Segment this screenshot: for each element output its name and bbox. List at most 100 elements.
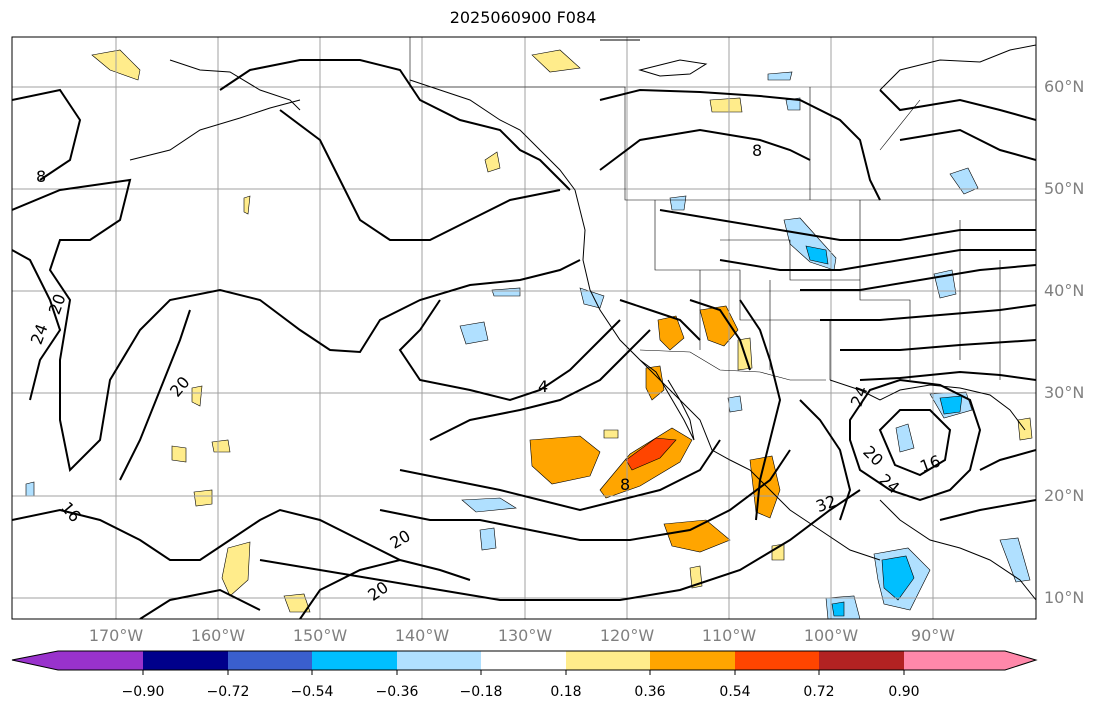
anomaly-patch xyxy=(211,439,231,453)
contour-label: 8 xyxy=(36,167,46,186)
anomaly-patch xyxy=(479,527,497,551)
colorbar-tick-label: 0.72 xyxy=(803,684,835,700)
hudson-bay-coast xyxy=(879,44,1036,91)
longitude-label-160w: 160°W xyxy=(190,626,246,645)
anomaly-patch xyxy=(171,445,187,463)
colorbar-segment xyxy=(566,651,650,670)
contour-line xyxy=(840,339,1036,351)
anomaly-patch xyxy=(895,423,915,453)
contour-line xyxy=(619,299,701,341)
colorbar-extend-high xyxy=(1005,651,1036,670)
contour-line xyxy=(12,88,82,181)
us-mexico-border xyxy=(639,349,826,381)
canada-us-border xyxy=(409,37,1036,201)
colorbar xyxy=(12,651,1036,675)
anomaly-patch xyxy=(831,601,845,617)
map-title: 2025060900 F084 xyxy=(449,8,597,27)
colorbar-segment xyxy=(904,651,1005,670)
colorbar-segment xyxy=(397,651,481,670)
contour-label: 4 xyxy=(538,377,548,396)
anomaly-patch xyxy=(484,151,501,173)
contour-line xyxy=(219,59,571,191)
contour-line xyxy=(820,304,1036,321)
longitude-label-90w: 90°W xyxy=(910,626,956,645)
anomaly-patch xyxy=(25,481,35,497)
colorbar-segment xyxy=(228,651,312,670)
colorbar-tick-label: 0.18 xyxy=(550,684,582,700)
contour-lines xyxy=(12,59,1036,619)
contour-line xyxy=(859,370,1036,381)
colorbar-segment xyxy=(312,651,397,670)
contour-line xyxy=(689,299,751,371)
anomaly-patch xyxy=(805,245,829,265)
colorbar-tick-label: 0.36 xyxy=(634,684,666,700)
contour-line xyxy=(879,89,1036,121)
central-america-coast xyxy=(879,499,1036,601)
colorbar-extend-low xyxy=(12,651,58,670)
contour-line xyxy=(849,378,982,502)
latitude-label-30n: 30°N xyxy=(1044,383,1085,402)
contour-line xyxy=(119,309,191,481)
colorbar-tick-label: 0.90 xyxy=(888,684,920,700)
anomaly-patch xyxy=(625,437,677,471)
latitude-label-10n: 10°N xyxy=(1044,588,1085,607)
anomaly-patch xyxy=(221,541,251,597)
colorbar-tick-label: 0.54 xyxy=(719,684,751,700)
anomaly-patch xyxy=(191,385,203,407)
colorbar-tick-label: −0.90 xyxy=(121,684,165,700)
anomaly-patch xyxy=(999,537,1031,583)
colorbar-tick-label: −0.36 xyxy=(375,684,419,700)
contour-line xyxy=(939,499,1036,521)
anomaly-patch xyxy=(243,195,251,215)
colorbar-segment xyxy=(819,651,904,670)
colorbar-segment xyxy=(481,651,566,670)
map-frame xyxy=(11,36,1037,620)
alaska-coast xyxy=(129,59,301,161)
anomaly-patch xyxy=(461,497,517,513)
contour-line xyxy=(599,128,811,171)
contour-line xyxy=(12,178,581,473)
contour-line xyxy=(429,329,651,441)
anomaly-patch xyxy=(531,49,581,73)
contour-line xyxy=(739,299,782,521)
contour-line xyxy=(12,249,62,401)
anomaly-patch xyxy=(529,435,601,485)
island-coast xyxy=(638,59,708,77)
contour-line xyxy=(299,559,401,619)
longitude-label-110w: 110°W xyxy=(701,626,757,645)
longitude-label-100w: 100°W xyxy=(803,626,859,645)
colorbar-segment xyxy=(58,651,143,670)
anomaly-patch xyxy=(767,71,793,81)
longitude-label-150w: 150°W xyxy=(292,626,348,645)
west-coast xyxy=(574,189,881,561)
alaska-panhandle-coast xyxy=(409,79,576,191)
latitude-label-40n: 40°N xyxy=(1044,281,1085,300)
anomaly-patch xyxy=(459,321,489,345)
anomaly-patch xyxy=(949,167,979,195)
colorbar-tick-label: −0.54 xyxy=(290,684,334,700)
contour-label: 8 xyxy=(620,475,630,494)
anomaly-patch xyxy=(669,195,687,211)
contour-line xyxy=(979,449,1036,471)
colorbar-tick-label: −0.18 xyxy=(459,684,503,700)
longitude-label-120w: 120°W xyxy=(599,626,655,645)
state-border xyxy=(654,200,1001,380)
anomaly-patch xyxy=(491,287,521,297)
contour-line xyxy=(599,88,881,201)
contour-line xyxy=(398,299,621,402)
contour-line xyxy=(719,249,1036,271)
map-background xyxy=(12,37,1036,619)
latitude-label-20n: 20°N xyxy=(1044,486,1085,505)
anomaly-patch xyxy=(689,565,703,589)
contour-line xyxy=(379,449,791,541)
contour-line xyxy=(259,489,861,601)
anomaly-patch xyxy=(709,97,743,113)
colorbar-tick-label: −0.72 xyxy=(206,684,250,700)
anomaly-patch xyxy=(727,395,743,413)
anomaly-patch xyxy=(1017,417,1033,441)
longitude-label-130w: 130°W xyxy=(497,626,553,645)
anomaly-patch xyxy=(939,395,963,415)
contour-line xyxy=(139,588,261,619)
longitude-label-140w: 140°W xyxy=(394,626,450,645)
